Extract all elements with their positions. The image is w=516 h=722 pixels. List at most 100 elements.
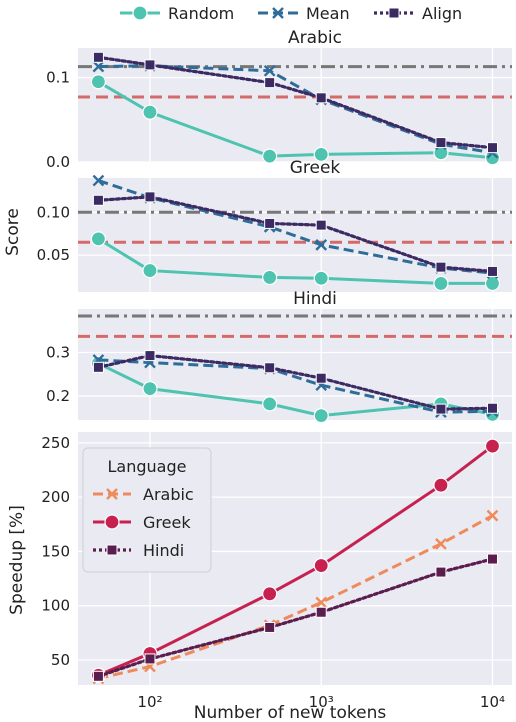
- data-point: [144, 59, 156, 71]
- top-legend-marker-mean: [272, 7, 284, 19]
- series-line-mean: [98, 64, 493, 155]
- data-point: [92, 361, 104, 373]
- top-legend-label-mean: Mean: [306, 4, 350, 23]
- data-point: [142, 104, 158, 120]
- data-point: [435, 566, 447, 578]
- legend-label-arabic: Arabic: [143, 485, 194, 504]
- y-tick-label: 0.2: [46, 387, 70, 405]
- series-line-random: [97, 362, 493, 418]
- series-line-random: [97, 237, 493, 285]
- y-tick-label: 200: [41, 488, 70, 506]
- panel-arabic: 0.0 0.1 Arabic: [46, 28, 512, 171]
- y-tick-label: 250: [41, 434, 70, 452]
- data-point: [92, 60, 105, 73]
- data-point: [486, 142, 498, 154]
- y-tick-label: 100: [41, 597, 70, 615]
- series-line-align: [96, 353, 495, 411]
- y-axis-label-score: Score: [3, 208, 23, 256]
- panel-title: Hindi: [293, 289, 337, 309]
- series-line-greek: [97, 444, 494, 677]
- data-point: [264, 217, 276, 229]
- legend-box: [82, 447, 212, 573]
- data-point: [262, 148, 278, 164]
- legend-title: Language: [108, 457, 187, 476]
- data-point: [486, 509, 499, 522]
- series-line-mean: [98, 358, 493, 414]
- data-point: [484, 275, 501, 292]
- panel-title: Arabic: [288, 28, 342, 48]
- panel-speedup: 50 100 150 200 250 10² 10³ 10⁴ Language Arabic Gre…: [41, 432, 512, 711]
- series-align: [92, 51, 498, 154]
- top-legend-marker-align: [388, 7, 400, 19]
- data-point: [486, 265, 498, 277]
- panels: 0.0 0.1 Arabic 0.05 0.10 Greek 0.2 0.3 Hindi 50 10…: [37, 28, 512, 711]
- data-point: [435, 403, 447, 415]
- data-point: [315, 606, 327, 618]
- legend-marker-arabic: [106, 488, 118, 500]
- legend-label-greek: Greek: [143, 513, 191, 532]
- y-tick-label: 0.3: [46, 344, 70, 362]
- panel-hindi: 0.2 0.3 Hindi: [46, 289, 512, 424]
- y-tick-label: 0.0: [46, 153, 70, 171]
- data-point: [144, 350, 156, 362]
- data-point: [264, 77, 276, 89]
- series-hindi: [92, 553, 498, 682]
- series-line-random: [97, 80, 493, 160]
- series-line-arabic: [98, 514, 494, 680]
- data-point: [486, 553, 498, 565]
- top-legend-label-align: Align: [422, 4, 462, 23]
- series-line-align: [96, 195, 495, 274]
- data-point: [264, 621, 276, 633]
- data-point: [486, 402, 498, 414]
- data-point: [315, 219, 327, 231]
- data-point: [92, 194, 104, 206]
- data-point: [433, 477, 449, 493]
- legend-marker-hindi: [106, 544, 118, 556]
- series-align: [92, 350, 498, 415]
- x-tick-label: 10³: [309, 693, 334, 711]
- data-point: [435, 537, 447, 550]
- data-point: [90, 231, 107, 247]
- y-tick-label: 0.10: [37, 203, 70, 221]
- data-point: [313, 146, 329, 162]
- data-point: [144, 653, 156, 665]
- data-point: [435, 137, 447, 149]
- series-align: [92, 191, 498, 277]
- data-point: [433, 275, 449, 292]
- series-line-align: [96, 55, 495, 150]
- data-point: [484, 438, 501, 454]
- x-axis-label: Number of new tokens: [194, 703, 387, 722]
- data-point: [313, 270, 329, 286]
- series-random: [90, 74, 501, 166]
- data-point: [315, 239, 328, 251]
- panel-title: Greek: [290, 158, 341, 178]
- data-point: [92, 51, 104, 63]
- top-legend: Random Mean Align: [120, 4, 462, 23]
- data-point: [90, 74, 107, 90]
- data-point: [92, 670, 104, 682]
- data-point: [264, 362, 276, 374]
- top-legend-marker-random: [132, 5, 148, 21]
- data-point: [315, 596, 328, 609]
- language-legend: Language Arabic Greek Hindi: [82, 447, 212, 573]
- x-tick-label: 10⁴: [480, 693, 505, 711]
- data-point: [92, 174, 105, 187]
- data-point: [315, 372, 327, 384]
- x-tick-label: 10²: [137, 693, 162, 711]
- data-point: [142, 262, 158, 279]
- data-point: [313, 408, 329, 424]
- y-tick-label: 150: [41, 542, 70, 560]
- series-random: [90, 231, 501, 292]
- legend-marker-greek: [104, 514, 120, 530]
- panel-greek: 0.05 0.10 Greek: [37, 158, 512, 292]
- data-point: [262, 396, 278, 412]
- y-tick-label: 0.1: [46, 69, 70, 87]
- series-line-hindi: [96, 557, 495, 678]
- y-tick-label: 50: [51, 651, 70, 669]
- data-point: [262, 269, 278, 286]
- top-legend-label-random: Random: [168, 4, 234, 23]
- data-point: [315, 92, 327, 104]
- data-point: [435, 261, 447, 273]
- data-point: [262, 586, 278, 602]
